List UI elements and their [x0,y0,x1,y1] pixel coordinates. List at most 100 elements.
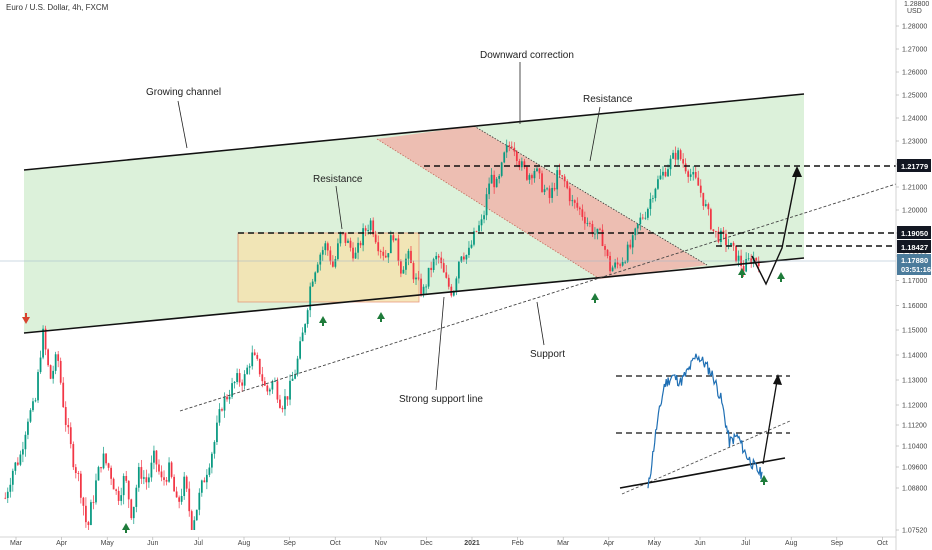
candle-body [74,467,77,474]
correction-upper-edge [473,125,708,266]
candle-body [591,224,594,235]
candle-body [337,243,339,260]
candle-body [168,462,170,482]
candle-body [90,502,92,525]
candle-body [42,328,44,358]
candle-body [148,477,150,483]
price-tick-label: 1.17000 [902,278,927,285]
candle-body [392,235,395,241]
candle-body [274,381,276,382]
candle-body [72,444,75,468]
candle-body [364,228,367,231]
candle-body [316,264,319,273]
candle-body [480,219,483,226]
candle-body [92,502,95,503]
price-tick-label: 1.10400 [902,444,927,451]
leader-support [536,301,545,346]
candle-body [331,261,334,267]
time-tick-label: Jul [194,540,203,547]
leader-strong-support [435,296,445,391]
candle-body [553,187,556,190]
price-tick-label: 1.26000 [902,70,927,77]
candle-body [694,171,697,178]
candle-body [294,374,296,379]
candle-body [473,231,475,245]
candle-body [412,263,415,280]
candle-body [568,188,571,202]
time-tick-label: 2021 [464,540,480,547]
up-arrow-icon-stem [380,319,382,322]
candle-body [604,245,606,250]
candle-body [213,442,216,454]
label-growing-channel: Growing channel [146,87,221,98]
candle-body [279,399,281,408]
candle-body [513,147,516,152]
candle-body [639,217,642,225]
candle-body [263,381,266,386]
price-axis[interactable]: 1.28000 1.27000 1.26000 1.25000 1.24000 1.230… [896,24,927,535]
candle-body [508,145,511,147]
candle-body [420,278,422,295]
time-tick-label: Feb [512,540,524,547]
candle-body [54,354,57,371]
candle-body [359,242,362,246]
candle-body [495,178,498,188]
time-tick-label: Aug [238,540,251,547]
candle-body [611,267,614,272]
candle-body [203,480,206,483]
candle-body [430,267,433,271]
price-tick-label: 1.11200 [902,423,927,430]
price-tick-label: 1.12000 [902,403,927,410]
candle-body [493,174,496,188]
candle-body [19,454,22,465]
candle-body [271,381,274,390]
candle-body [105,453,107,464]
candle-body [301,332,304,342]
candle-body [730,242,732,246]
candle-body [460,256,463,262]
candle-body [619,264,622,266]
candle-body [115,489,118,491]
candle-body [253,352,256,356]
time-axis[interactable]: Mar Apr May Jun Jul Aug Sep Oct Nov Dec 2021 Feb Mar… [10,537,888,547]
up-arrow-icon [777,272,785,279]
candle-body [606,249,609,256]
candle-body [561,175,564,177]
candle-body [576,202,579,208]
candle-body [672,152,674,159]
candle-body [573,200,576,203]
candle-body [195,509,198,521]
candle-body [745,259,748,272]
candle-body [22,449,24,455]
candle-body [24,434,27,450]
candle-body [321,250,324,255]
candle-body [594,233,596,235]
price-tag-3: 1.18427 [897,240,931,253]
up-arrow-icon-stem [741,275,743,278]
candle-body [299,341,301,359]
candle-body [211,453,213,468]
candle-body [490,174,493,184]
candle-body [657,179,659,189]
candle-body [198,492,201,510]
candle-body [82,497,85,506]
candle-body [14,462,17,471]
candle-body [599,228,601,230]
candle-body [221,409,223,411]
candle-body [503,152,506,163]
candle-body [659,175,662,180]
candle-body [372,220,375,235]
candle-body [110,467,112,479]
time-tick-label: Mar [10,540,23,547]
candle-body [578,207,581,210]
candle-body [97,467,100,481]
candle-body [629,244,632,248]
candle-body [251,352,254,367]
candle-body [223,396,226,411]
candle-body [427,267,430,287]
inset-mini-chart [616,353,791,495]
candle-body [57,354,60,361]
candle-body [500,162,503,176]
candle-body [432,259,435,271]
